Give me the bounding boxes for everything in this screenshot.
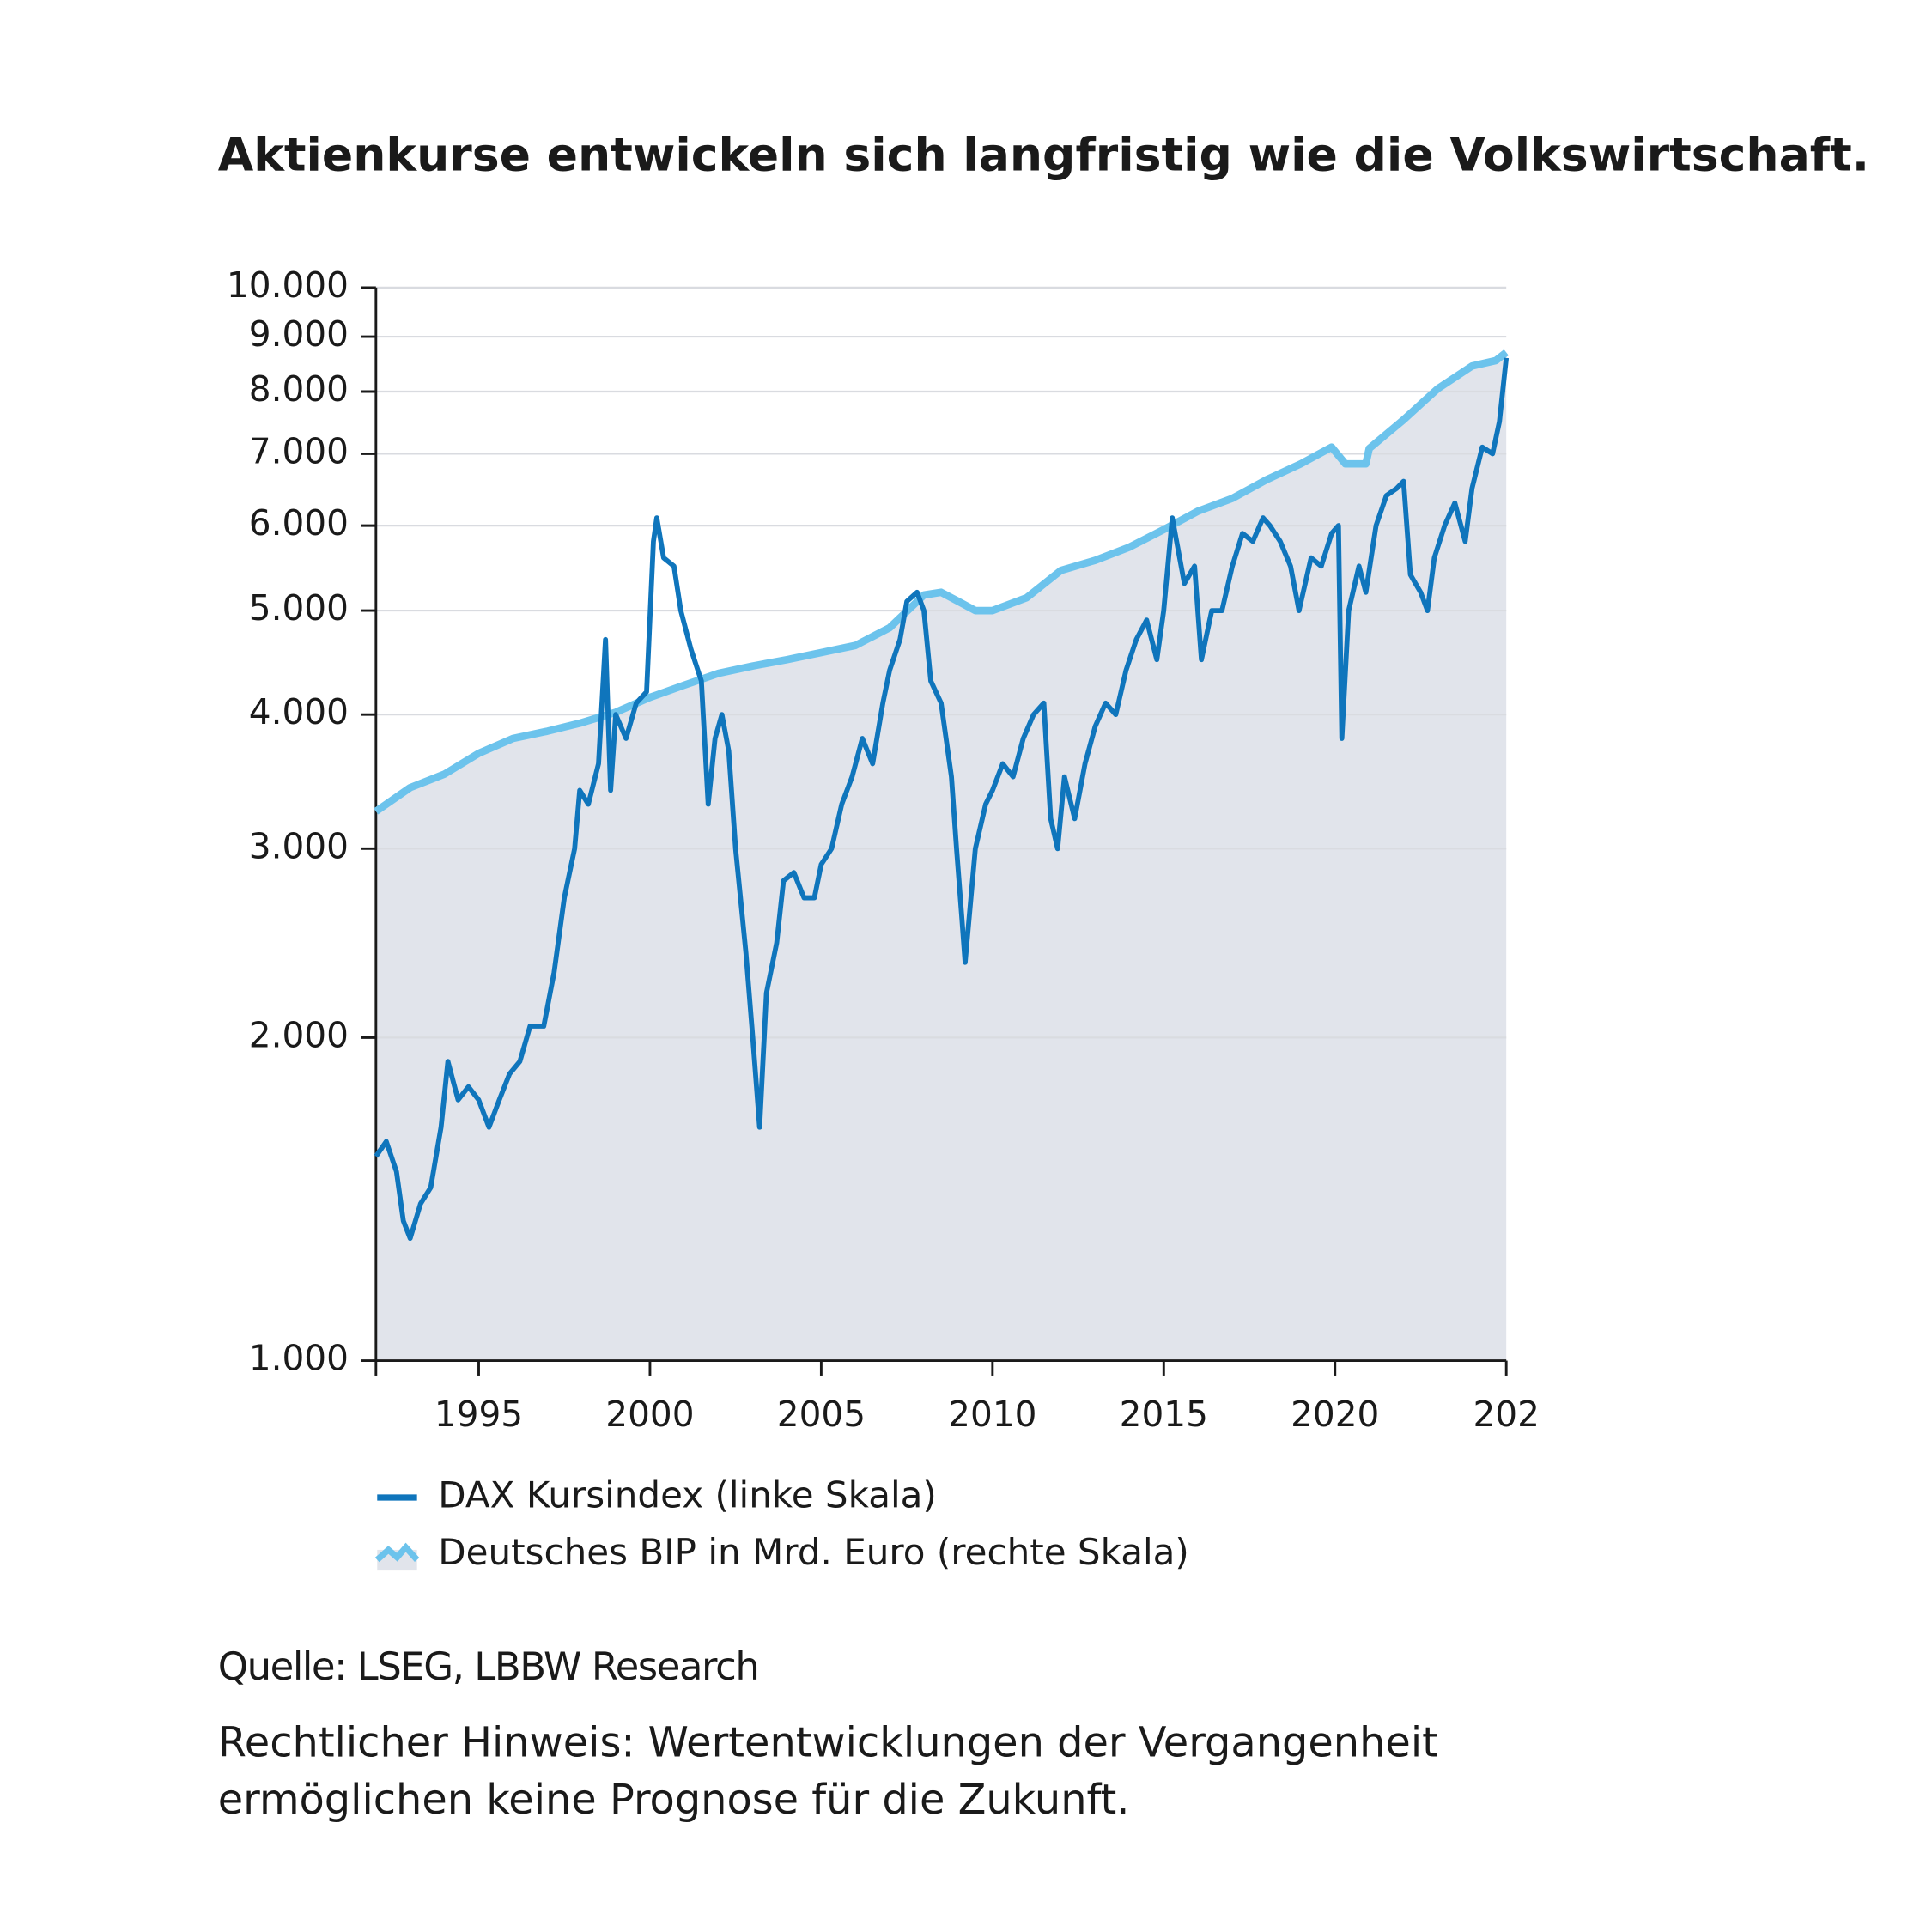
source: Quelle: LSEG, LBBW Research [218,1643,759,1689]
x-tick-label: 2005 [777,1394,866,1435]
y-tick-label: 10.000 [227,264,349,306]
y-tick-label: 2.000 [249,1014,349,1055]
legend-label: DAX Kursindex (linke Skala) [438,1474,937,1516]
legend-label: Deutsches BIP in Mrd. Euro (rechte Skala… [438,1531,1188,1573]
legend-swatch [374,1542,420,1563]
x-tick-label: 2010 [948,1394,1036,1435]
y-tick-label: 8.000 [249,368,349,410]
area [375,352,1507,1361]
y-tick-label: 4.000 [249,691,349,732]
chart-title: Aktienkurse entwickeln sich langfristig … [218,128,1869,182]
x-tick-label: 202 [1473,1394,1539,1435]
y-tick-label: 3.000 [249,825,349,866]
line [374,349,1509,815]
y-tick-label: 5.000 [249,587,349,629]
x-tick-label: 2015 [1120,1394,1208,1435]
note: ermöglichen keine Prognose für die Zukun… [218,1777,1130,1824]
y-tick-label: 7.000 [249,430,349,471]
y-tick-label: 1.000 [249,1338,349,1379]
line [374,357,1510,1242]
x-tick-label: 1995 [434,1394,523,1435]
note: Rechtlicher Hinweis: Wertentwicklungen d… [218,1720,1438,1767]
x-tick-label: 2000 [605,1394,694,1435]
y-tick-label: 9.000 [249,313,349,355]
x-tick-label: 2020 [1291,1394,1379,1435]
y-tick-label: 6.000 [249,502,349,544]
